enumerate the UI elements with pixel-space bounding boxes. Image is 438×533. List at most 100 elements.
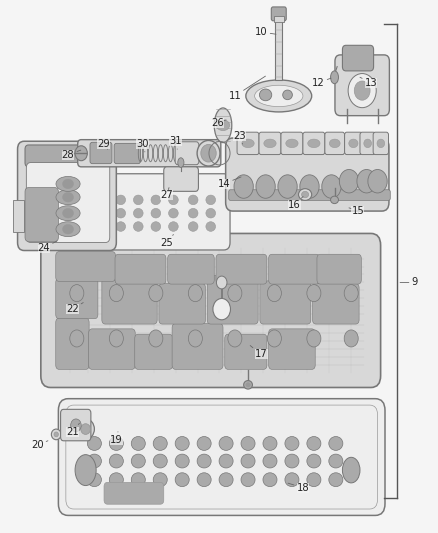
Ellipse shape xyxy=(133,195,143,205)
Circle shape xyxy=(227,330,241,347)
Ellipse shape xyxy=(175,437,189,450)
Circle shape xyxy=(233,175,253,198)
Text: 12: 12 xyxy=(311,78,330,87)
Ellipse shape xyxy=(328,139,339,148)
Text: 21: 21 xyxy=(66,423,79,437)
FancyBboxPatch shape xyxy=(102,278,157,324)
FancyBboxPatch shape xyxy=(258,132,280,155)
Ellipse shape xyxy=(197,437,211,450)
Text: 23: 23 xyxy=(233,131,245,144)
Ellipse shape xyxy=(262,454,276,468)
FancyBboxPatch shape xyxy=(342,45,373,71)
FancyBboxPatch shape xyxy=(334,55,389,116)
Ellipse shape xyxy=(168,222,178,231)
FancyBboxPatch shape xyxy=(56,318,89,369)
FancyBboxPatch shape xyxy=(46,174,230,250)
Ellipse shape xyxy=(56,206,80,221)
Ellipse shape xyxy=(168,195,178,205)
Text: 30: 30 xyxy=(136,139,148,152)
Ellipse shape xyxy=(188,208,198,218)
FancyBboxPatch shape xyxy=(312,284,358,324)
Bar xyxy=(275,16,282,80)
Ellipse shape xyxy=(77,419,94,439)
FancyBboxPatch shape xyxy=(259,281,310,324)
FancyBboxPatch shape xyxy=(268,254,319,284)
Ellipse shape xyxy=(188,222,198,231)
Ellipse shape xyxy=(216,120,229,131)
Ellipse shape xyxy=(240,473,254,487)
Ellipse shape xyxy=(306,473,320,487)
Circle shape xyxy=(71,419,81,432)
Ellipse shape xyxy=(56,176,80,191)
Ellipse shape xyxy=(197,473,211,487)
FancyBboxPatch shape xyxy=(225,138,388,211)
Ellipse shape xyxy=(81,195,90,205)
Ellipse shape xyxy=(197,454,211,468)
Ellipse shape xyxy=(62,179,73,189)
Text: 31: 31 xyxy=(169,136,181,149)
Ellipse shape xyxy=(168,208,178,218)
Ellipse shape xyxy=(151,208,160,218)
Ellipse shape xyxy=(254,85,302,107)
FancyBboxPatch shape xyxy=(316,254,360,284)
Text: 17: 17 xyxy=(250,345,267,359)
FancyBboxPatch shape xyxy=(228,190,389,200)
Text: 25: 25 xyxy=(160,235,173,247)
Circle shape xyxy=(148,330,162,347)
FancyBboxPatch shape xyxy=(115,254,166,284)
Ellipse shape xyxy=(263,139,276,148)
Ellipse shape xyxy=(245,80,311,112)
Ellipse shape xyxy=(342,457,359,483)
Ellipse shape xyxy=(262,437,276,450)
Ellipse shape xyxy=(285,139,297,148)
FancyBboxPatch shape xyxy=(18,141,116,251)
Text: 20: 20 xyxy=(31,440,48,450)
FancyBboxPatch shape xyxy=(302,132,324,155)
FancyBboxPatch shape xyxy=(167,254,214,284)
Circle shape xyxy=(339,169,358,193)
Ellipse shape xyxy=(330,71,338,84)
Ellipse shape xyxy=(109,473,123,487)
Ellipse shape xyxy=(153,473,167,487)
Circle shape xyxy=(267,285,281,302)
Circle shape xyxy=(148,285,162,302)
Circle shape xyxy=(306,330,320,347)
Circle shape xyxy=(109,285,123,302)
Ellipse shape xyxy=(330,196,338,204)
FancyBboxPatch shape xyxy=(271,7,286,21)
Text: 29: 29 xyxy=(96,139,110,149)
Text: 10: 10 xyxy=(254,27,276,37)
Circle shape xyxy=(353,81,369,100)
Ellipse shape xyxy=(175,473,189,487)
Ellipse shape xyxy=(205,222,215,231)
Ellipse shape xyxy=(98,195,108,205)
FancyBboxPatch shape xyxy=(134,334,172,369)
FancyBboxPatch shape xyxy=(237,132,258,155)
FancyBboxPatch shape xyxy=(215,254,266,284)
FancyBboxPatch shape xyxy=(56,278,98,319)
Circle shape xyxy=(343,285,357,302)
Ellipse shape xyxy=(87,473,101,487)
Ellipse shape xyxy=(328,437,342,450)
Text: 16: 16 xyxy=(287,197,302,210)
Ellipse shape xyxy=(284,437,298,450)
FancyBboxPatch shape xyxy=(159,284,205,324)
Text: 11: 11 xyxy=(228,76,265,101)
Ellipse shape xyxy=(98,208,108,218)
Ellipse shape xyxy=(306,454,320,468)
Circle shape xyxy=(277,175,297,198)
FancyBboxPatch shape xyxy=(344,132,361,155)
Ellipse shape xyxy=(214,108,231,142)
Circle shape xyxy=(188,330,202,347)
Ellipse shape xyxy=(116,208,125,218)
Ellipse shape xyxy=(56,222,80,237)
Ellipse shape xyxy=(205,195,215,205)
Ellipse shape xyxy=(87,454,101,468)
Ellipse shape xyxy=(109,437,123,450)
Ellipse shape xyxy=(54,432,58,437)
FancyBboxPatch shape xyxy=(25,188,58,241)
Text: 18: 18 xyxy=(287,483,308,492)
Circle shape xyxy=(255,175,275,198)
Ellipse shape xyxy=(62,224,73,234)
Ellipse shape xyxy=(62,192,73,202)
